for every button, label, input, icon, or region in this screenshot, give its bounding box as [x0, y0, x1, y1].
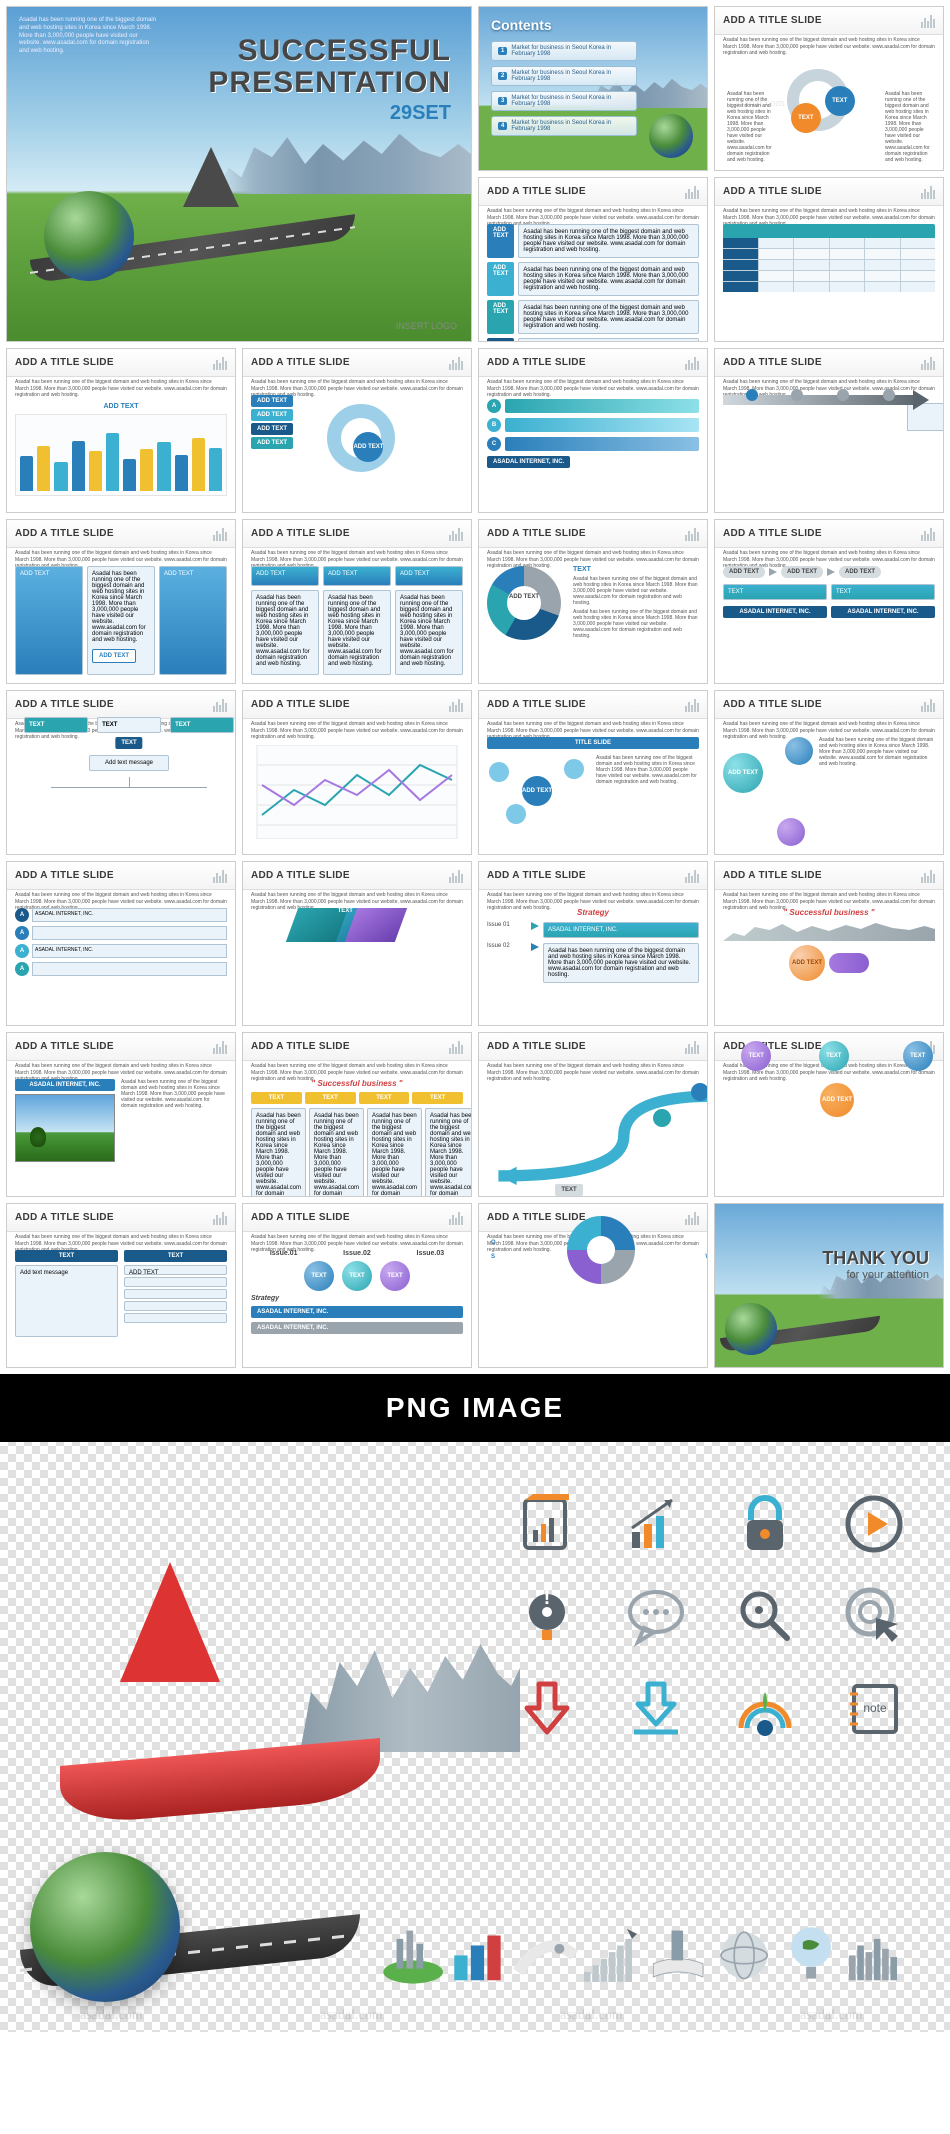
down-arrow-icon	[515, 1676, 579, 1740]
mini-skyline-icon	[844, 1914, 910, 2004]
play-circle-icon	[842, 1492, 906, 1556]
lock-icon	[733, 1492, 797, 1556]
slide-photo: ADD A TITLE SLIDE Asadal has been runnin…	[6, 1032, 236, 1197]
slide-table: ADD A TITLE SLIDE Asadal has been runnin…	[714, 177, 944, 342]
document-chart-icon	[515, 1492, 579, 1556]
slide-hbars: ADD A TITLE SLIDE Asadal has been runnin…	[478, 348, 708, 513]
svg-text:note: note	[863, 1701, 887, 1715]
png-icon-grid: ! note	[510, 1492, 910, 1740]
bar-chart	[15, 414, 227, 496]
slide-successbiz: ADD A TITLE SLIDE Asadal has been runnin…	[714, 861, 944, 1026]
slide-issues: ADD A TITLE SLIDE Asadal has been runnin…	[242, 1203, 472, 1368]
slide-mindmap: ADD A TITLE SLIDE Asadal has been runnin…	[714, 1032, 944, 1197]
idea-bulb-icon: !	[515, 1584, 579, 1648]
hero-corner-text: Asadal has been running one of the bigge…	[19, 17, 159, 56]
slide-circle-process: ADD A TITLE SLIDE Asadal has been runnin…	[242, 348, 472, 513]
contents-item: 3Market for business in Seoul Korea in F…	[491, 91, 637, 111]
hero-logo: INSERT LOGO	[396, 321, 457, 331]
slide-venn: ADD A TITLE SLIDE Asadal has been runnin…	[714, 6, 944, 171]
cursor-target-icon	[842, 1584, 906, 1648]
slide-flow4: ADD A TITLE SLIDE Asadal has been runnin…	[714, 519, 944, 684]
contents-item: 4Market for business in Seoul Korea in F…	[491, 116, 637, 136]
slide-numbered: ADD A TITLE SLIDE Asadal has been runnin…	[6, 861, 236, 1026]
mini-3dbar-icon	[446, 1914, 512, 2004]
slide-panels: ADD A TITLE SLIDE Asadal has been runnin…	[6, 519, 236, 684]
mini-stairs-icon	[579, 1914, 645, 2004]
png-mini-row	[380, 1914, 910, 2004]
mini-globe-gray-icon	[711, 1914, 777, 2004]
slide-orgchart: ADD A TITLE SLIDE Asadal has been runnin…	[6, 690, 236, 855]
mini-book-icon	[645, 1914, 711, 2004]
slide-timeline-arrow: ADD A TITLE SLIDE Asadal has been runnin…	[714, 348, 944, 513]
hero-title-l1: SUCCESSFUL	[208, 35, 451, 67]
slide-4labels: ADD A TITLE SLIDE Asadal has been runnin…	[242, 1032, 472, 1197]
mini-swoosh-icon	[513, 1914, 579, 2004]
hero-slide: Asadal has been running one of the bigge…	[6, 6, 472, 342]
contents-item: 2Market for business in Seoul Korea in F…	[491, 66, 637, 86]
slide-gallery: Asadal has been running one of the bigge…	[0, 0, 950, 1374]
rainbow-target-icon	[733, 1676, 797, 1740]
contents-globe	[649, 114, 693, 158]
slide-donut: ADD A TITLE SLIDE Asadal has been runnin…	[478, 519, 708, 684]
slide-bubbles: ADD A TITLE SLIDE Asadal has been runnin…	[714, 690, 944, 855]
slide-grid6: ADD A TITLE SLIDE Asadal has been runnin…	[242, 519, 472, 684]
thank-line1: THANK YOU	[822, 1248, 929, 1269]
growth-chart-icon	[624, 1492, 688, 1556]
slide-quadpie: ADD A TITLE SLIDE Asadal has been runnin…	[478, 1203, 708, 1368]
speech-bubble-icon	[624, 1584, 688, 1648]
mini-bulb-globe-icon	[778, 1914, 844, 2004]
hero-arrow	[183, 147, 239, 207]
contents-heading: Contents	[491, 17, 552, 33]
slide-twocol-table: ADD A TITLE SLIDE Asadal has been runnin…	[6, 1203, 236, 1368]
png-globe	[30, 1852, 180, 2002]
slide-3dcubes: ADD A TITLE SLIDE Asadal has been runnin…	[242, 861, 472, 1026]
hero-set: 29SET	[208, 102, 451, 125]
contents-item: 1Market for business in Seoul Korea in F…	[491, 41, 637, 61]
png-section: asadal.com asadal.com asadal.com asadal.…	[0, 1374, 950, 2032]
hero-title-l2: PRESENTATION	[208, 67, 451, 99]
thank-line2: for your attention	[822, 1269, 929, 1281]
magnifier-icon	[733, 1584, 797, 1648]
download-arrow-icon	[624, 1676, 688, 1740]
notebook-icon: note	[842, 1676, 906, 1740]
contents-slide: Contents 1Market for business in Seoul K…	[478, 6, 708, 171]
line-chart	[251, 745, 463, 839]
slide-linechart: ADD A TITLE SLIDE Asadal has been runnin…	[242, 690, 472, 855]
slide-hub: ADD A TITLE SLIDE Asadal has been runnin…	[478, 690, 708, 855]
thankyou-slide: THANK YOU for your attention	[714, 1203, 944, 1368]
png-red-arrow	[60, 1582, 400, 1842]
slide-curve: ADD A TITLE SLIDE Asadal has been runnin…	[478, 1032, 708, 1197]
slide-listboxes: ADD A TITLE SLIDE Asadal has been runnin…	[478, 177, 708, 342]
slide-barchart: ADD A TITLE SLIDE Asadal has been runnin…	[6, 348, 236, 513]
hero-globe	[44, 191, 134, 281]
slide-strategy: ADD A TITLE SLIDE Asadal has been runnin…	[478, 861, 708, 1026]
mini-island-icon	[380, 1914, 446, 2004]
svg-text:!: !	[543, 1587, 550, 1609]
hero-title-block: SUCCESSFUL PRESENTATION 29SET	[208, 35, 451, 125]
contents-list: 1Market for business in Seoul Korea in F…	[491, 41, 637, 136]
